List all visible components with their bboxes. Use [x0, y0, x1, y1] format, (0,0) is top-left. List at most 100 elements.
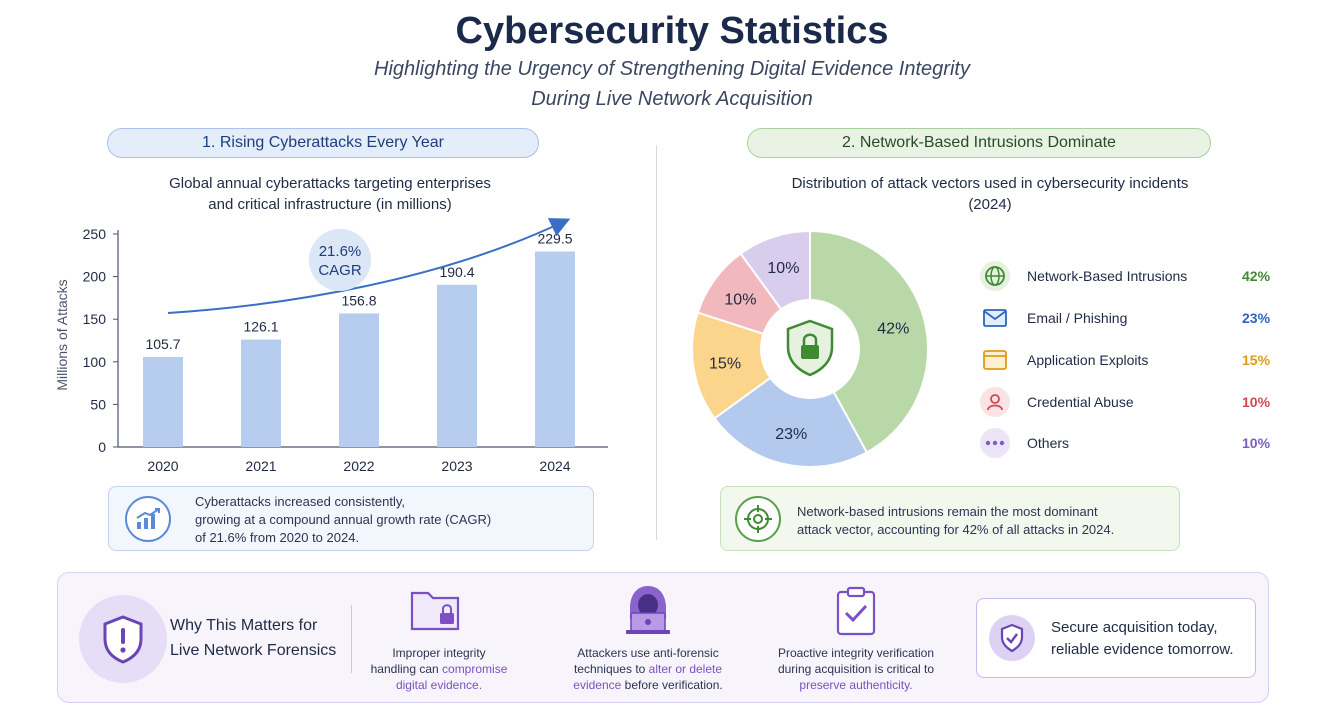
x-tick-label: 2024: [539, 458, 570, 474]
why-heading: Why This Matters for Live Network Forens…: [170, 613, 350, 663]
section-divider: [656, 145, 657, 540]
slice-label: 15%: [709, 355, 741, 372]
point-verification: Proactive integrity verification during …: [766, 645, 946, 693]
tagline-line1: Secure acquisition today,: [1051, 619, 1218, 636]
check-shield-icon: [989, 615, 1035, 661]
user-icon: [980, 387, 1010, 417]
point-integrity: Improper integrity handling can compromi…: [364, 645, 514, 693]
bar: [339, 313, 379, 447]
app-window-icon: [980, 345, 1010, 375]
point-integrity-line3: digital evidence.: [395, 678, 483, 692]
bar: [143, 356, 183, 447]
cagr-badge: [309, 229, 371, 291]
point-verification-line2: during acquisition is critical to: [777, 662, 935, 676]
point-anti-forensic-highlight: alter or delete: [648, 662, 723, 676]
cagr-value: 21.6%: [319, 243, 362, 260]
envelope-icon: [980, 303, 1010, 333]
donut-slice: [809, 229, 929, 454]
target-icon: [735, 496, 781, 542]
bar-chart-caption: Global annual cyberattacks targeting ent…: [120, 173, 540, 215]
globe-icon: [980, 261, 1010, 291]
hooded-attacker-icon: [618, 583, 678, 640]
legend-label: Network-Based Intrusions: [1027, 268, 1188, 284]
donut-chart-caption: Distribution of attack vectors used in c…: [740, 173, 1240, 215]
cagr-info-line3: of 21.6% from 2020 to 2024.: [195, 530, 360, 545]
legend-item: Credential Abuse 10%: [980, 387, 1280, 419]
point-integrity-highlight: compromise: [442, 662, 508, 676]
x-tick-label: 2021: [245, 458, 276, 474]
y-tick-label: 100: [83, 354, 107, 370]
page-subtitle-line1: Highlighting the Urgency of Strengthenin…: [374, 58, 970, 80]
network-info-text: Network-based intrusions remain the most…: [797, 503, 1177, 539]
bar: [437, 284, 477, 447]
point-integrity-line1: Improper integrity: [392, 646, 486, 660]
donut-chart-caption-line2: (2024): [968, 196, 1012, 213]
slice-label: 42%: [877, 321, 909, 338]
legend-item: Email / Phishing 23%: [980, 303, 1280, 335]
legend-item: Network-Based Intrusions 42%: [980, 261, 1280, 293]
bar: [535, 251, 575, 447]
point-integrity-line2-text: handling can: [370, 662, 443, 676]
point-anti-forensic-line3: evidence before verification.: [558, 677, 738, 693]
tagline-box: Secure acquisition today, reliable evide…: [976, 598, 1256, 678]
panel-separator: [351, 605, 352, 673]
bar-chart-caption-line2: and critical infrastructure (in millions…: [208, 196, 452, 213]
bar: [241, 339, 281, 447]
bar-chart: Millions of Attacks 0 50 100 150 200 250 2020…: [54, 218, 608, 474]
point-verification-line3: preserve authenticity.: [799, 678, 913, 692]
section-heading-network-intrusions: 2. Network-Based Intrusions Dominate: [747, 128, 1211, 158]
slice-label: 10%: [724, 291, 756, 308]
point-anti-forensic-line1: Attackers use anti-forensic: [577, 646, 719, 660]
tagline-line2: reliable evidence tomorrow.: [1051, 641, 1234, 658]
bar-value-label: 229.5: [537, 230, 572, 246]
why-heading-line1: Why This Matters for: [170, 617, 318, 634]
locked-folder-icon: [408, 585, 464, 638]
page-subtitle-line2: During Live Network Acquisition: [531, 88, 813, 110]
warning-shield-icon: [79, 595, 167, 683]
network-info-line2: attack vector, accounting for 42% of all…: [797, 522, 1115, 537]
cagr-label: CAGR: [318, 262, 362, 279]
section-heading-rising-attacks: 1. Rising Cyberattacks Every Year: [107, 128, 539, 158]
x-tick-label: 2022: [343, 458, 374, 474]
cagr-info-line2: growing at a compound annual growth rate…: [195, 512, 492, 527]
point-anti-forensic-line2: techniques to alter or delete: [558, 661, 738, 677]
legend-label: Email / Phishing: [1027, 310, 1128, 326]
point-anti-forensic-line2-text: techniques to: [573, 662, 649, 676]
donut-slice: [713, 347, 869, 468]
legend-item: Application Exploits 15%: [980, 345, 1280, 377]
cagr-info-line1: Cyberattacks increased consistently,: [195, 494, 406, 509]
bar-value-label: 156.8: [341, 292, 376, 308]
legend-label: Credential Abuse: [1027, 394, 1134, 410]
y-tick-label: 250: [83, 226, 107, 242]
legend-label: Others: [1027, 435, 1070, 451]
legend-label: Application Exploits: [1027, 352, 1149, 368]
donut-chart: 42% 23% 15% 10% 10%: [691, 229, 929, 468]
x-tick-label: 2020: [147, 458, 178, 474]
point-verification-line1: Proactive integrity verification: [777, 646, 935, 660]
why-heading-line2: Live Network Forensics: [170, 642, 337, 659]
y-tick-label: 0: [98, 439, 106, 455]
cagr-info-box: Cyberattacks increased consistently, gro…: [108, 486, 594, 551]
legend-percent: 15%: [1242, 352, 1271, 368]
x-tick-label: 2023: [441, 458, 472, 474]
network-info-line1: Network-based intrusions remain the most…: [797, 504, 1098, 519]
point-anti-forensic-line3-text: before verification.: [621, 678, 723, 692]
slice-label: 23%: [775, 426, 807, 443]
dots-icon: [980, 428, 1010, 458]
legend-percent: 10%: [1242, 394, 1271, 410]
legend-percent: 23%: [1242, 310, 1271, 326]
legend-percent: 10%: [1242, 435, 1271, 451]
checklist-icon: [831, 585, 881, 642]
trend-arrow: [167, 218, 571, 314]
y-tick-label: 200: [83, 269, 107, 285]
slice-label: 10%: [767, 260, 799, 277]
bar-value-label: 105.7: [145, 336, 180, 352]
point-integrity-line2: handling can compromise: [364, 661, 514, 677]
bar-chart-caption-line1: Global annual cyberattacks targeting ent…: [169, 175, 491, 192]
point-anti-forensic-line3-highlight: evidence: [573, 678, 622, 692]
donut-chart-caption-line1: Distribution of attack vectors used in c…: [791, 175, 1189, 192]
legend-item: Others 10%: [980, 428, 1280, 460]
why-it-matters-panel: Why This Matters for Live Network Forens…: [57, 572, 1269, 703]
network-info-box: Network-based intrusions remain the most…: [720, 486, 1180, 551]
y-axis-label: Millions of Attacks: [54, 279, 70, 390]
